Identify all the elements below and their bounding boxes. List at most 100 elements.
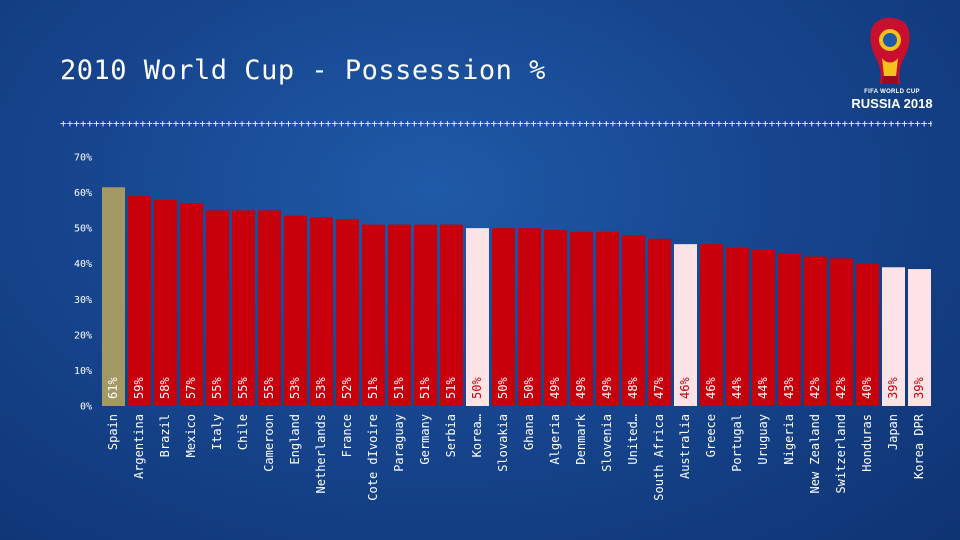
bar-value-label: 50%: [470, 377, 484, 399]
bar-value-label: 49%: [548, 377, 562, 399]
bar-value-label: 52%: [340, 377, 354, 399]
category-label: Switzerland: [834, 414, 848, 493]
bar: [830, 258, 853, 406]
bar-value-label: 46%: [704, 377, 718, 399]
bar-value-label: 49%: [574, 377, 588, 399]
slide-title: 2010 World Cup - Possession %: [60, 55, 546, 86]
bar: [544, 229, 567, 406]
bar-value-label: 39%: [912, 377, 926, 399]
category-label: Serbia: [444, 414, 458, 457]
bar: [180, 203, 203, 406]
bar: [232, 210, 255, 406]
bar: [258, 210, 281, 406]
y-tick-label: 10%: [74, 366, 92, 377]
category-label: Honduras: [860, 414, 874, 472]
bar-value-label: 50%: [496, 377, 510, 399]
bar-value-label: 51%: [366, 377, 380, 399]
y-tick-label: 0%: [80, 402, 92, 413]
y-tick-label: 40%: [74, 259, 92, 270]
y-tick-label: 20%: [74, 330, 92, 341]
category-label: Nigeria: [782, 414, 796, 465]
bar: [128, 196, 151, 406]
bar: [154, 199, 177, 406]
category-label: Spain: [106, 414, 120, 450]
category-label: Germany: [418, 414, 432, 465]
bar-value-label: 51%: [392, 377, 406, 399]
category-label: Greece: [704, 414, 718, 457]
category-label: Uruguay: [756, 414, 770, 465]
bar: [466, 228, 489, 406]
y-tick-label: 70%: [74, 153, 92, 164]
bar: [908, 269, 931, 406]
bar-value-label: 42%: [808, 377, 822, 399]
bar: [518, 228, 541, 406]
bar: [648, 238, 671, 406]
category-label: Chile: [236, 414, 250, 450]
bar: [310, 217, 333, 406]
bar-value-label: 49%: [600, 377, 614, 399]
world-cup-trophy-icon: [870, 17, 910, 84]
category-label: Italy: [210, 414, 224, 450]
logo-caption-large: RUSSIA 2018: [851, 96, 933, 111]
category-label: Argentina: [132, 414, 146, 479]
category-label: New Zealand: [808, 414, 822, 493]
category-label: United…: [626, 414, 640, 465]
category-label: Mexico: [184, 414, 198, 457]
bar-value-label: 47%: [652, 377, 666, 399]
bar-value-label: 59%: [132, 377, 146, 399]
category-label: Cameroon: [262, 414, 276, 472]
bar: [102, 187, 125, 406]
bar-value-label: 42%: [834, 377, 848, 399]
bar: [492, 228, 515, 406]
bar-value-label: 55%: [262, 377, 276, 399]
category-label: England: [288, 414, 302, 465]
bar-value-label: 55%: [210, 377, 224, 399]
category-label: Korea DPR: [912, 413, 926, 479]
category-label: Slovakia: [496, 414, 510, 472]
bar: [752, 249, 775, 406]
bar-value-label: 39%: [886, 377, 900, 399]
bar: [206, 210, 229, 406]
bar: [570, 231, 593, 406]
bar: [700, 244, 723, 406]
bar: [882, 267, 905, 406]
category-label: Paraguay: [392, 414, 406, 472]
bar: [284, 215, 307, 406]
bar: [336, 219, 359, 406]
bar: [804, 256, 827, 406]
bar: [674, 244, 697, 406]
bar-value-label: 43%: [782, 377, 796, 399]
decorative-divider: ++++++++++++++++++++++++++++++++++++++++…: [60, 118, 932, 130]
bar-value-label: 55%: [236, 377, 250, 399]
bar-value-label: 40%: [860, 377, 874, 399]
bar: [726, 247, 749, 406]
category-label: Denmark: [574, 413, 588, 464]
category-label: Slovenia: [600, 414, 614, 472]
y-tick-label: 60%: [74, 188, 92, 199]
logo-caption-small: FIFA WORLD CUP: [864, 89, 920, 95]
y-tick-label: 30%: [74, 295, 92, 306]
category-label: Cote dIvoire: [366, 414, 380, 501]
bar: [856, 263, 879, 406]
category-label: Netherlands: [314, 414, 328, 493]
bar-value-label: 61%: [106, 377, 120, 399]
category-label: Korea…: [470, 414, 484, 457]
category-label: Algeria: [548, 414, 562, 465]
category-label: Ghana: [522, 414, 536, 450]
category-label: Australia: [678, 414, 692, 479]
bar: [622, 235, 645, 406]
bar-value-label: 58%: [158, 377, 172, 399]
bar-value-label: 50%: [522, 377, 536, 399]
bar: [440, 224, 463, 406]
category-label: France: [340, 414, 354, 457]
bar: [596, 231, 619, 406]
bar-value-label: 53%: [314, 377, 328, 399]
bar-value-label: 44%: [756, 377, 770, 399]
bar: [414, 224, 437, 406]
category-label: Japan: [886, 414, 900, 450]
category-label: South Africa: [652, 414, 666, 501]
bar: [388, 224, 411, 406]
y-tick-label: 50%: [74, 224, 92, 235]
